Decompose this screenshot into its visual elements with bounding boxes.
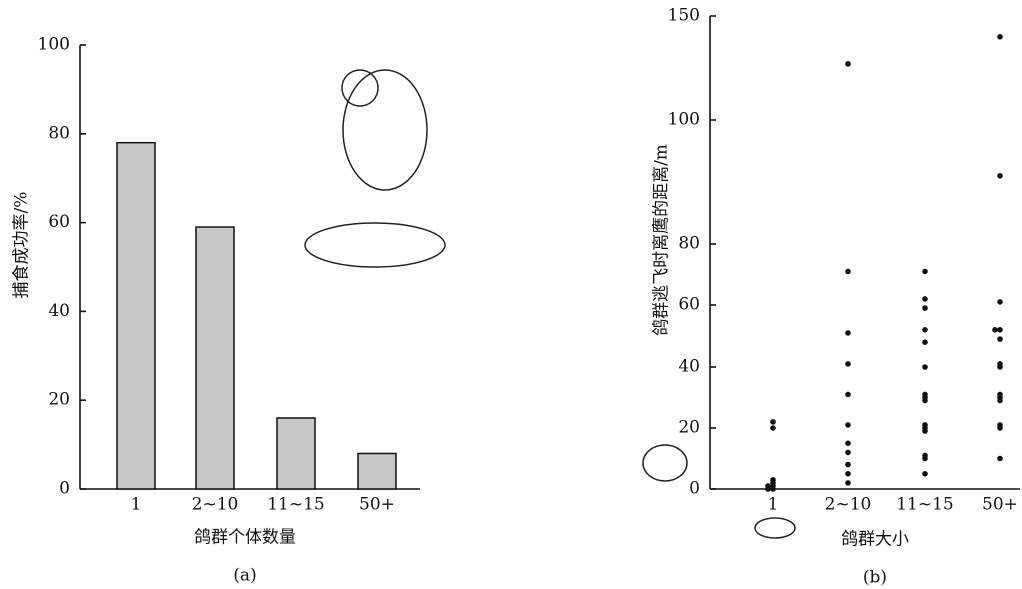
- point: [992, 327, 998, 333]
- y-tick-label: 40: [678, 357, 700, 377]
- point: [922, 455, 928, 462]
- point: [997, 34, 1003, 40]
- caption: (b): [863, 568, 887, 588]
- point: [845, 461, 851, 468]
- x-tick-label: 11~15: [896, 495, 954, 515]
- point: [922, 397, 928, 404]
- y-tick-label: 100: [668, 110, 700, 130]
- x-tick-label: 2~10: [825, 495, 872, 515]
- x-tick-label: 11~15: [267, 495, 325, 515]
- point: [845, 361, 851, 367]
- x-tick-label: 1: [131, 495, 142, 515]
- y-tick-label: 60: [678, 295, 700, 315]
- point: [997, 397, 1003, 404]
- y-tick-label: 150: [668, 6, 700, 26]
- point: [922, 470, 928, 477]
- y-tick-label: 80: [48, 123, 70, 143]
- bar: [357, 452, 397, 490]
- y-tick-label: 20: [48, 390, 70, 410]
- point: [845, 268, 851, 275]
- x-axis-title: 鸽群大小: [841, 530, 909, 550]
- bar: [276, 417, 316, 490]
- x-tick-label: 50+: [982, 495, 1018, 515]
- point: [997, 173, 1003, 179]
- point: [997, 455, 1003, 462]
- point: [997, 364, 1003, 370]
- y-tick-label: 40: [48, 301, 70, 321]
- hawk-illustration: [304, 69, 446, 268]
- point: [770, 425, 776, 431]
- point: [845, 480, 851, 486]
- y-tick-label: 80: [678, 234, 700, 254]
- bar: [195, 226, 235, 490]
- point: [997, 327, 1003, 333]
- point: [922, 364, 928, 370]
- point: [997, 336, 1003, 342]
- point: [845, 61, 851, 67]
- point: [922, 339, 928, 346]
- point: [770, 477, 776, 483]
- point: [845, 330, 851, 336]
- point: [845, 391, 851, 398]
- point: [922, 327, 928, 333]
- x-tick-label: 1: [768, 495, 779, 515]
- point: [922, 268, 928, 275]
- point: [845, 422, 851, 428]
- y-tick-label: 100: [38, 35, 70, 55]
- x-tick-label: 2~10: [192, 495, 239, 515]
- x-axis-title: 鸽群个体数量: [194, 528, 296, 548]
- point: [770, 419, 776, 425]
- point: [922, 305, 928, 311]
- point: [845, 440, 851, 447]
- point: [997, 425, 1003, 431]
- point: [845, 470, 851, 477]
- x-tick-label: 50+: [359, 495, 395, 515]
- point: [845, 449, 851, 456]
- point: [922, 428, 928, 434]
- y-axis-title: 捕食成功率/%: [12, 192, 32, 299]
- y-tick-label: 0: [59, 479, 70, 499]
- y-tick-label: 0: [689, 479, 700, 499]
- y-axis-title: 鸽群逃飞时离鹰的距离/m: [652, 144, 672, 336]
- y-tick-label: 60: [48, 212, 70, 232]
- pigeon-illustration: [642, 444, 796, 539]
- point: [765, 483, 771, 489]
- caption: (a): [233, 566, 256, 586]
- point: [997, 299, 1003, 305]
- y-tick-label: 20: [678, 418, 700, 438]
- point: [922, 296, 928, 302]
- bar: [116, 141, 156, 490]
